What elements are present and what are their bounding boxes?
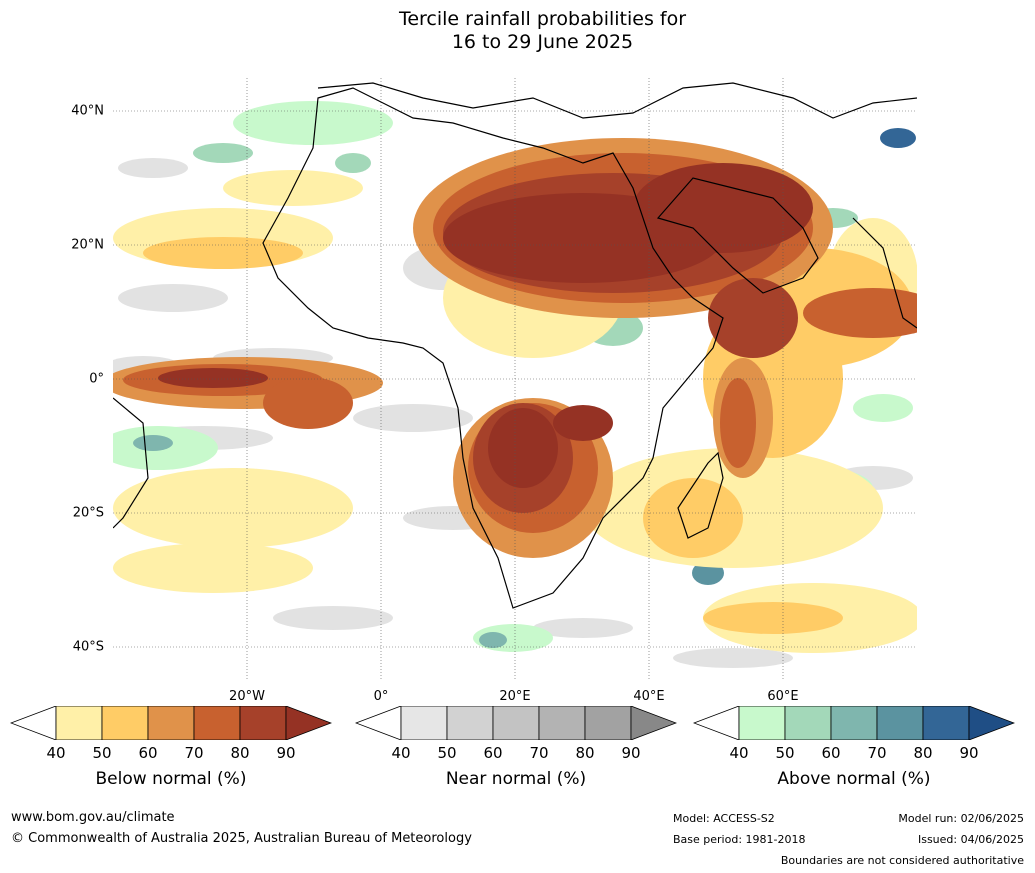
near-colorbar-segment	[538, 706, 586, 740]
lat-label-20n: 20°N	[71, 237, 104, 253]
near-colorbar-segment	[400, 706, 448, 740]
india-coastline	[852, 217, 917, 329]
base-period: Base period: 1981-2018	[673, 833, 806, 846]
arabia-coastline	[656, 177, 819, 294]
below-colorbar-upper-extend	[285, 706, 332, 740]
madagascar-coastline	[677, 451, 724, 539]
lon-label-60e: 60°E	[767, 689, 799, 704]
lat-label-40n: 40°N	[71, 103, 104, 119]
tick-label: 70	[529, 744, 549, 762]
southern-africa-dry	[453, 398, 613, 558]
above-colorbar-segment	[738, 706, 786, 740]
atlantic-dry-band	[113, 357, 383, 429]
lat-label-40s: 40°S	[72, 639, 104, 655]
above-colorbar-lower-extend	[693, 706, 740, 740]
near-colorbar-segment	[446, 706, 494, 740]
tick-label: 80	[230, 744, 250, 762]
near-colorbar-lower-extend	[355, 706, 402, 740]
gridlines	[113, 78, 917, 681]
issued-date: Issued: 04/06/2025	[917, 833, 1024, 846]
below-colorbar-segment	[239, 706, 287, 740]
indian-ocean-dry	[713, 358, 773, 478]
tick-label: 60	[483, 744, 503, 762]
model-name: Model: ACCESS-S2	[673, 812, 775, 825]
tick-label: 50	[775, 744, 795, 762]
tick-label: 40	[729, 744, 749, 762]
tick-label: 90	[621, 744, 641, 762]
tick-label: 60	[138, 744, 158, 762]
lon-label-20e: 20°E	[499, 689, 531, 704]
near-colorbar-upper-extend	[630, 706, 677, 740]
below-colorbar-segment	[193, 706, 241, 740]
sahara-arabia-dry	[413, 138, 917, 358]
copyright-text: © Commonwealth of Australia 2025, Austra…	[11, 831, 472, 846]
above-colorbar-upper-extend	[968, 706, 1015, 740]
below-normal-colorbar	[10, 706, 332, 740]
tick-label: 40	[46, 744, 66, 762]
above-normal-label: Above normal (%)	[777, 769, 931, 789]
above-colorbar-segment	[830, 706, 878, 740]
map-svg	[113, 78, 917, 681]
tick-label: 90	[959, 744, 979, 762]
tick-label: 70	[867, 744, 887, 762]
tick-label: 80	[575, 744, 595, 762]
near-colorbar-segment	[492, 706, 540, 740]
model-run-date: Model run: 02/06/2025	[898, 812, 1024, 825]
title-line-2: 16 to 29 June 2025	[451, 31, 634, 53]
tick-label: 60	[821, 744, 841, 762]
map-title: Tercile rainfall probabilities for 16 to…	[0, 8, 1035, 54]
lon-label-40e: 40°E	[633, 689, 665, 704]
lat-label-20s: 20°S	[72, 505, 104, 521]
below-colorbar-segment	[147, 706, 195, 740]
lon-label-0: 0°	[373, 689, 389, 704]
europe-coastline	[317, 82, 917, 119]
above-colorbar-segment	[922, 706, 970, 740]
tick-label: 70	[184, 744, 204, 762]
coastlines	[113, 82, 917, 609]
below-colorbar-segment	[55, 706, 103, 740]
tick-label: 50	[92, 744, 112, 762]
above-colorbar-segment	[876, 706, 924, 740]
above-normal-colorbar	[693, 706, 1015, 740]
near-normal-colorbar	[355, 706, 677, 740]
tick-label: 40	[391, 744, 411, 762]
below-colorbar-lower-extend	[10, 706, 57, 740]
below-normal-label: Below normal (%)	[95, 769, 247, 789]
rainfall-probability-map	[113, 78, 917, 681]
below-colorbar-segment	[101, 706, 149, 740]
title-line-1: Tercile rainfall probabilities for	[398, 8, 687, 30]
boundaries-disclaimer: Boundaries are not considered authoritat…	[780, 854, 1024, 867]
above-colorbar-segment	[784, 706, 832, 740]
near-colorbar-segment	[584, 706, 632, 740]
tick-label: 90	[276, 744, 296, 762]
lat-label-0: 0°	[89, 371, 104, 387]
near-normal-label: Near normal (%)	[445, 769, 587, 789]
lon-label-20w: 20°W	[229, 689, 265, 704]
south-america-coastline	[113, 397, 149, 529]
website-link[interactable]: www.bom.gov.au/climate	[11, 810, 175, 825]
tick-label: 80	[913, 744, 933, 762]
tick-label: 50	[437, 744, 457, 762]
africa-coastline	[262, 87, 724, 609]
